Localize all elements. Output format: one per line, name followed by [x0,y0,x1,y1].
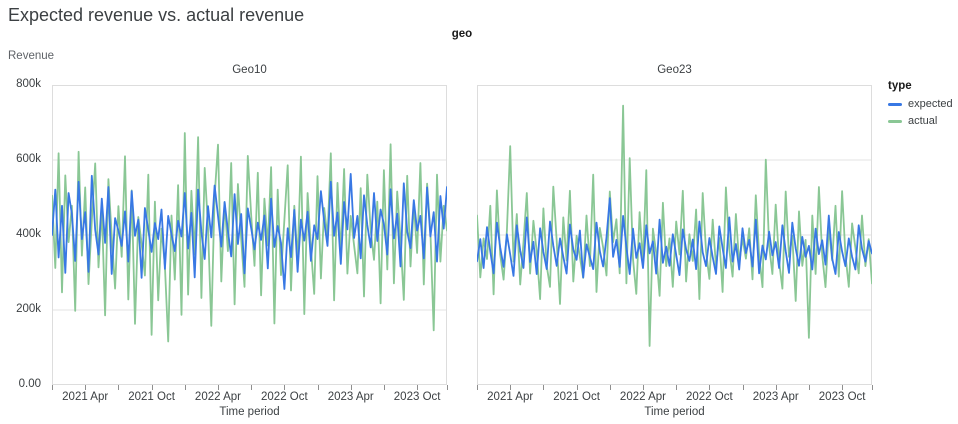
legend-label: actual [908,115,938,127]
x-tick-mark [477,385,478,390]
x-tick-label: 2021 Oct [553,391,600,403]
x-tick-mark [742,385,744,390]
y-tick-label: 200k [16,303,41,315]
x-tick-label: 2023 Oct [818,391,866,403]
x-tick-mark [85,385,87,390]
legend-title: type [888,80,912,92]
panel-geo23: Geo23 2021 Apr 2021 Oct 2022 Apr 2022 Oct 202… [477,64,873,418]
legend-swatch-expected [888,102,902,106]
x-tick-label: 2021 Oct [128,391,175,403]
x-tick-label: 2022 Oct [686,391,733,403]
y-tick-label: 600k [16,153,41,165]
x-tick-mark [184,385,186,390]
x-tick-mark [709,385,711,390]
y-axis-title: Revenue [8,50,55,62]
x-tick-label: 2021 Apr [487,391,534,403]
y-tick-label: 800k [16,78,41,90]
legend-item-expected: expected [888,98,953,110]
x-tick-mark [543,385,545,390]
x-tick-mark [872,385,873,390]
x-tick-label: 2023 Oct [393,391,441,403]
x-tick-label: 2023 Apr [752,391,799,403]
x-axis-title: Time period [644,406,705,418]
x-tick-label: 2021 Apr [62,391,109,403]
x-tick-mark [284,385,286,390]
x-tick-mark [417,385,419,390]
legend-item-actual: actual [888,115,953,127]
x-tick-mark [576,385,578,390]
x-tick-mark [609,385,611,390]
x-tick-mark [447,385,448,390]
expected-line [52,173,447,290]
y-axis: 0.00 200k 400k 600k 800k [0,78,45,390]
x-tick-mark [151,385,153,390]
x-tick-mark [317,385,319,390]
x-tick-label: 2022 Oct [261,391,308,403]
legend: type expected actual [888,80,953,132]
x-tick-mark [808,385,810,390]
x-tick-mark [217,385,219,390]
y-tick-label: 0.00 [18,378,41,390]
x-tick-mark [383,385,385,390]
x-tick-mark [775,385,777,390]
actual-line [52,132,447,343]
legend-swatch-actual [888,119,902,123]
x-tick-mark [676,385,678,390]
y-tick-label: 400k [16,228,41,240]
facet-field-label: geo [451,28,473,40]
plot-area [52,85,447,385]
plot-area [477,85,872,385]
x-tick-label: 2023 Apr [327,391,374,403]
x-tick-label: 2022 Apr [619,391,666,403]
expected-line [477,197,872,279]
facet-title: Geo23 [657,64,692,76]
facet-title: Geo10 [232,64,267,76]
x-tick-mark [842,385,844,390]
legend-items: expected actual [888,98,953,127]
panel-geo10: Geo10 2021 Apr 2021 Oct 2022 Apr 2022 Oct 202… [52,64,448,418]
x-axis-title: Time period [219,406,280,418]
chart-title: Expected revenue vs. actual revenue [8,5,305,25]
x-tick-mark [510,385,512,390]
legend-label: expected [908,98,953,110]
x-tick-label: 2022 Apr [194,391,241,403]
x-tick-mark [642,385,644,390]
x-tick-mark [118,385,120,390]
x-tick-mark [350,385,352,390]
x-tick-mark [52,385,53,390]
x-tick-mark [251,385,253,390]
